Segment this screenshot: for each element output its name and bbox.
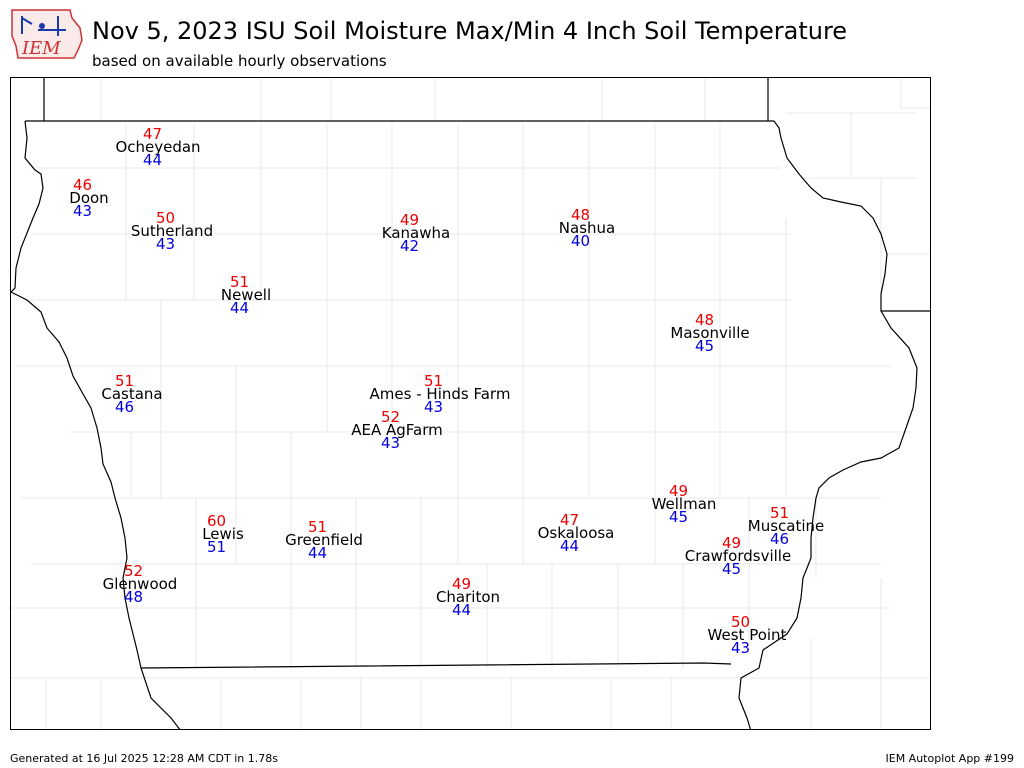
- station-name: Glenwood: [103, 575, 178, 593]
- min-temp-label: 44: [560, 537, 579, 555]
- min-temp-label: 46: [770, 530, 789, 548]
- station-name: Wellman: [652, 495, 717, 513]
- station-name: Muscatine: [748, 517, 825, 535]
- min-temp-label: 46: [115, 398, 134, 416]
- max-temp-label: 47: [143, 125, 162, 143]
- max-temp-label: 52: [381, 408, 400, 426]
- station-name: Ames - Hinds Farm: [370, 385, 511, 403]
- station-name: Sutherland: [131, 222, 213, 240]
- station-name: Masonville: [670, 324, 749, 342]
- min-temp-label: 51: [207, 538, 226, 556]
- max-temp-label: 51: [770, 504, 789, 522]
- min-temp-label: 43: [381, 434, 400, 452]
- min-temp-label: 45: [695, 337, 714, 355]
- min-temp-label: 44: [230, 299, 249, 317]
- min-temp-label: 43: [731, 639, 750, 657]
- max-temp-label: 60: [207, 512, 226, 530]
- station-name: Greenfield: [285, 531, 363, 549]
- min-temp-label: 40: [571, 232, 590, 250]
- max-temp-label: 50: [156, 209, 175, 227]
- max-temp-label: 51: [115, 372, 134, 390]
- min-temp-label: 44: [308, 544, 327, 562]
- iem-logo: IEM: [8, 6, 86, 62]
- state-boundaries: [11, 78, 930, 729]
- max-temp-label: 49: [669, 482, 688, 500]
- min-temp-label: 42: [400, 237, 419, 255]
- station-name: Newell: [221, 286, 271, 304]
- max-temp-label: 49: [722, 534, 741, 552]
- min-temp-label: 45: [669, 508, 688, 526]
- station-name: Oskaloosa: [538, 524, 615, 542]
- max-temp-label: 52: [124, 562, 143, 580]
- max-temp-label: 51: [308, 518, 327, 536]
- min-temp-label: 44: [143, 151, 162, 169]
- station-name: Chariton: [436, 588, 500, 606]
- svg-text:IEM: IEM: [21, 38, 61, 59]
- max-temp-label: 48: [571, 206, 590, 224]
- station-name: Kanawha: [382, 224, 450, 242]
- station-name: West Point: [708, 626, 787, 644]
- station-name: Castana: [101, 385, 162, 403]
- max-temp-label: 51: [230, 273, 249, 291]
- station-name: Doon: [69, 189, 108, 207]
- max-temp-label: 49: [452, 575, 471, 593]
- map-panel: 47 Ocheyedan 44 46 Doon 43 50 Sutherland 43 49 Kan…: [10, 77, 931, 730]
- max-temp-label: 48: [695, 311, 714, 329]
- max-temp-label: 49: [400, 211, 419, 229]
- station-name: Lewis: [202, 525, 244, 543]
- min-temp-label: 43: [73, 202, 92, 220]
- page-subtitle: based on available hourly observations: [92, 52, 387, 70]
- min-temp-label: 44: [452, 601, 471, 619]
- min-temp-label: 45: [722, 560, 741, 578]
- station-name: Nashua: [559, 219, 615, 237]
- station-name: Crawfordsville: [685, 547, 791, 565]
- generated-timestamp: Generated at 16 Jul 2025 12:28 AM CDT in…: [10, 752, 278, 765]
- max-temp-label: 46: [73, 176, 92, 194]
- min-temp-label: 43: [424, 398, 443, 416]
- max-temp-label: 47: [560, 511, 579, 529]
- station-name: Ocheyedan: [115, 138, 200, 156]
- max-temp-label: 50: [731, 613, 750, 631]
- min-temp-label: 48: [124, 588, 143, 606]
- county-boundaries: [11, 78, 930, 729]
- station-name: AEA AgFarm: [351, 421, 443, 439]
- app-id: IEM Autoplot App #199: [885, 752, 1015, 765]
- min-temp-label: 43: [156, 235, 175, 253]
- max-temp-label: 51: [424, 372, 443, 390]
- page-title: Nov 5, 2023 ISU Soil Moisture Max/Min 4 …: [92, 17, 848, 45]
